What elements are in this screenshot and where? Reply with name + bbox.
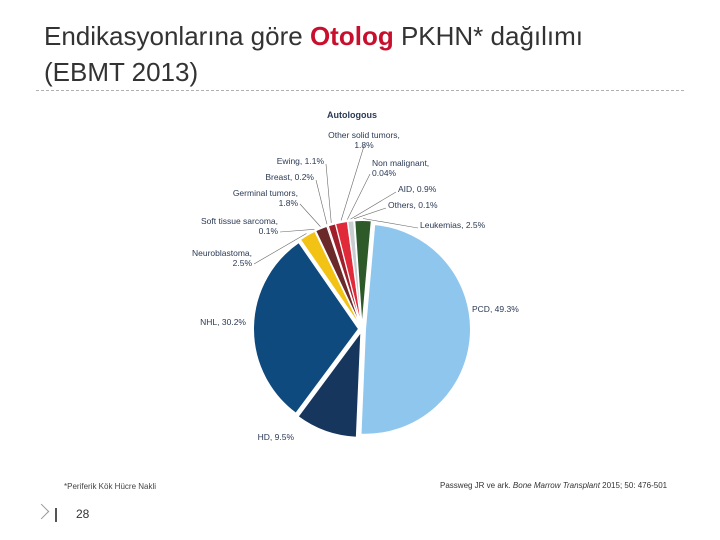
slide-corner-mark xyxy=(33,503,50,520)
pie-slice xyxy=(297,330,362,438)
slice-label: Leukemias, 2.5% xyxy=(420,220,486,230)
leader-line xyxy=(347,173,371,220)
slice-label: Breast, 0.2% xyxy=(265,172,314,182)
leader-line xyxy=(315,179,328,225)
slice-label: Neuroblastoma, 2.5% xyxy=(192,248,252,268)
slice-label: Non malignant, 0.04% xyxy=(372,158,429,178)
citation-authors: Passweg JR ve ark. xyxy=(440,481,513,490)
leader-line xyxy=(299,203,321,227)
slice-label: PCD, 49.3% xyxy=(472,304,519,314)
title-divider xyxy=(36,90,684,91)
pie-slice xyxy=(253,241,360,414)
leader-line xyxy=(340,145,365,221)
slice-label: HD, 9.5% xyxy=(258,432,295,442)
citation: Passweg JR ve ark. Bone Marrow Transplan… xyxy=(440,481,667,490)
slice-label: Other solid tumors, 1.8% xyxy=(328,130,400,150)
leader-line xyxy=(325,163,332,223)
slice-label: NHL, 30.2% xyxy=(200,317,246,327)
title-suffix: PKHN* dağılımı xyxy=(393,21,584,51)
title-line-2: (EBMT 2013) xyxy=(44,57,199,87)
pie-chart: Autologous PCD, 49.3% HD, 9.5% NHL, 30.2% N… xyxy=(192,110,519,442)
page-number: 28 xyxy=(76,507,90,521)
slice-label: AID, 0.9% xyxy=(398,184,437,194)
slide-title: Endikasyonlarına göre Otolog PKHN* dağıl… xyxy=(44,18,684,90)
leader-line xyxy=(353,207,387,220)
leader-line xyxy=(253,233,307,265)
citation-journal: Bone Marrow Transplant xyxy=(512,481,600,490)
slice-label: Germinal tumors, 1.8% xyxy=(233,188,299,208)
chart-title: Autologous xyxy=(327,110,377,120)
citation-rest: 2015; 50: 476-501 xyxy=(599,481,668,490)
slice-label: Soft tissue sarcoma, 0.1% xyxy=(201,216,278,236)
slice-label: Ewing, 1.1% xyxy=(277,156,325,166)
pie-slice xyxy=(360,224,471,435)
footnote: *Periferik Kök Hücre Nakli xyxy=(64,482,157,491)
pie-slice xyxy=(354,220,372,326)
page-number-divider xyxy=(55,508,57,522)
slice-label: Others, 0.1% xyxy=(388,200,438,210)
leader-line xyxy=(362,218,419,229)
leader-line xyxy=(350,191,397,220)
title-accent: Otolog xyxy=(309,21,394,51)
title-prefix: Endikasyonlarına göre xyxy=(44,21,310,51)
leader-line xyxy=(279,228,315,233)
